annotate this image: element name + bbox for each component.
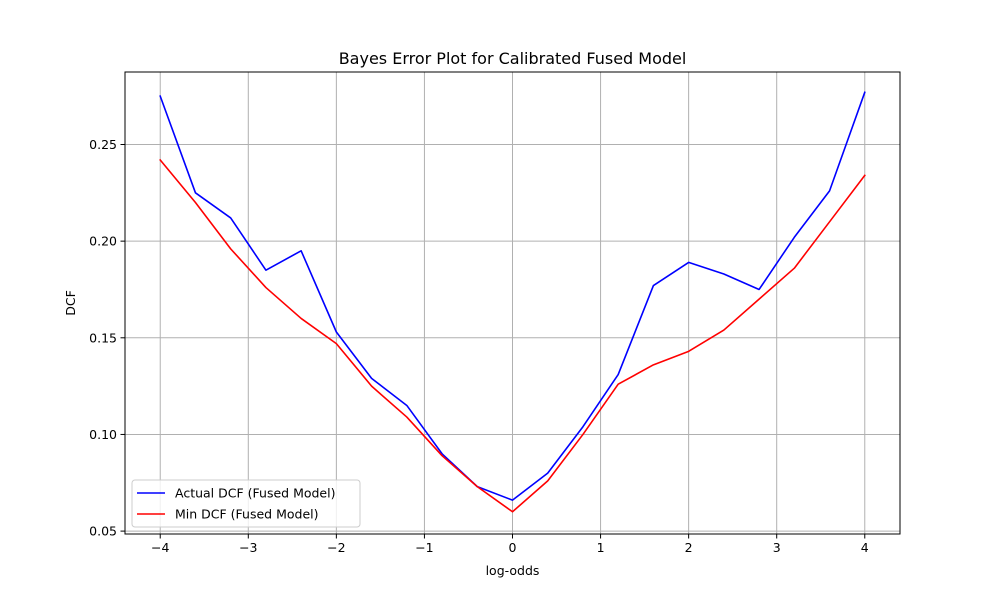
x-tick-label: 1: [597, 540, 605, 555]
legend-label: Min DCF (Fused Model): [175, 507, 319, 522]
x-tick-label: −2: [327, 540, 345, 555]
legend-box: [131, 479, 361, 528]
y-tick-label: 0.25: [89, 137, 117, 152]
y-tick-label: 0.10: [89, 427, 117, 442]
series-line-min-dcf: [159, 158, 866, 513]
series-lines: [159, 91, 866, 513]
y-axis-label: DCF: [63, 290, 78, 316]
x-tick-label: −3: [239, 540, 257, 555]
y-tick-label: 0.20: [89, 234, 117, 249]
grid-lines: [125, 72, 900, 534]
x-tick-label: −4: [151, 540, 169, 555]
legend: Actual DCF (Fused Model) Min DCF (Fused M…: [131, 479, 361, 528]
x-tick-label: 0: [509, 540, 517, 555]
legend-label: Actual DCF (Fused Model): [175, 486, 335, 501]
x-tick-label: 4: [861, 540, 869, 555]
x-tick-label: 2: [685, 540, 693, 555]
y-tick-label: 0.05: [89, 524, 117, 539]
chart-title: Bayes Error Plot for Calibrated Fused Mo…: [339, 49, 687, 68]
x-axis-label: log-odds: [486, 563, 540, 578]
axis-ticks: −4 −3 −2 −1 0 1 2 3 4 0.05 0.10 0.15 0.20 0.25: [89, 137, 869, 555]
y-tick-label: 0.15: [89, 330, 117, 345]
x-tick-label: −1: [415, 540, 433, 555]
x-tick-label: 3: [773, 540, 781, 555]
series-line-actual-dcf: [159, 91, 866, 501]
